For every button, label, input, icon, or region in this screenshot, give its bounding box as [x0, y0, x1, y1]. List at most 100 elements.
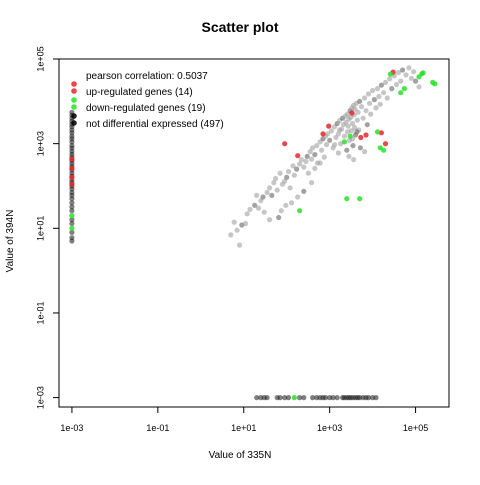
chart-title: Scatter plot — [201, 19, 279, 35]
point-not-de — [310, 395, 316, 401]
point-not-de — [362, 95, 368, 101]
point-not-de — [297, 161, 303, 167]
y-axis-label-text: Value of 394N — [4, 209, 16, 273]
point-not-de — [297, 395, 303, 401]
point-not-de — [335, 150, 341, 156]
point-not-de — [282, 178, 288, 184]
point-up-regulated — [378, 130, 384, 136]
legend-swatch — [71, 81, 77, 87]
point-not-de — [69, 220, 75, 227]
point-not-de — [294, 166, 300, 172]
point-not-de — [234, 227, 240, 233]
point-not-de — [349, 120, 356, 127]
point-not-de — [264, 395, 270, 401]
point-not-de — [382, 79, 389, 85]
point-not-de — [69, 217, 75, 223]
point-not-de — [231, 219, 237, 225]
point-not-de — [324, 142, 330, 148]
point-not-de — [381, 90, 387, 96]
point-not-de — [291, 172, 297, 178]
point-down-regulated — [69, 213, 75, 219]
point-down-regulated — [347, 133, 353, 139]
point-not-de — [400, 67, 406, 73]
point-not-de — [360, 115, 366, 121]
point-not-de — [305, 170, 311, 176]
point-not-de — [267, 185, 273, 191]
point-not-de — [276, 214, 282, 221]
x-tick-label: 1e+03 — [317, 423, 342, 433]
point-not-de — [273, 175, 279, 182]
point-not-de — [364, 122, 370, 128]
x-axis: 1e-03 1e-01 1e+01 1e+03 1e+05 — [60, 407, 428, 433]
point-not-de — [327, 137, 333, 143]
point-not-de — [242, 220, 249, 227]
point-not-de — [374, 86, 381, 92]
point-not-de — [321, 154, 327, 160]
point-not-de — [367, 100, 373, 106]
point-not-de — [408, 75, 414, 81]
point-not-de — [411, 69, 417, 75]
point-not-de — [413, 78, 419, 84]
point-up-regulated — [349, 110, 355, 116]
point-up-regulated — [363, 132, 369, 138]
point-not-de — [368, 111, 374, 117]
y-tick-label: 1e+01 — [35, 216, 45, 241]
point-up-regulated — [382, 141, 389, 147]
point-down-regulated — [398, 90, 404, 96]
x-tick-label: 1e+01 — [231, 423, 256, 433]
point-not-de — [325, 131, 331, 137]
y-tick-label: 1e+03 — [35, 131, 45, 156]
point-not-de — [274, 187, 280, 193]
point-not-de — [271, 180, 277, 186]
point-up-regulated — [320, 131, 326, 137]
point-not-de — [283, 202, 289, 208]
point-not-de — [301, 188, 307, 194]
point-not-de — [328, 128, 334, 134]
x-tick-label: 1e-01 — [146, 423, 169, 433]
point-not-de — [357, 145, 363, 151]
point-not-de — [69, 208, 75, 214]
point-not-de — [378, 82, 384, 88]
point-not-de — [377, 101, 383, 107]
point-not-de — [287, 185, 293, 191]
point-not-de — [389, 86, 395, 92]
point-not-de — [301, 395, 307, 401]
point-not-de — [319, 147, 325, 153]
point-not-de — [346, 153, 352, 159]
legend-correlation: pearson correlation: 0.5037 — [86, 71, 208, 82]
point-not-de — [384, 95, 390, 101]
legend-entry-label: up-regulated genes (14) — [86, 87, 193, 98]
point-not-de — [254, 395, 260, 401]
x-tick-label: 1e+05 — [403, 423, 428, 433]
point-not-de — [373, 105, 379, 111]
point-up-regulated — [69, 156, 75, 162]
point-not-de — [355, 109, 361, 115]
point-not-de — [307, 149, 313, 155]
point-not-de — [290, 163, 296, 169]
point-not-de — [69, 204, 75, 210]
point-up-regulated — [69, 174, 75, 180]
point-not-de — [376, 93, 382, 100]
point-not-de — [264, 189, 270, 196]
point-not-de — [352, 125, 358, 131]
plot-frame — [58, 58, 450, 408]
point-not-de — [255, 205, 262, 211]
point-not-de — [334, 395, 340, 401]
y-axis: 1e-03 1e-01 1e+01 1e+03 1e+05 — [35, 46, 59, 409]
legend-entry-label: not differential expressed (497) — [86, 119, 224, 130]
point-not-de — [393, 81, 400, 88]
point-not-de — [337, 127, 343, 133]
point-not-de — [254, 192, 260, 198]
point-not-de — [252, 202, 258, 208]
point-not-de — [312, 165, 318, 171]
x-tick-label: 1e-03 — [60, 423, 83, 433]
legend-swatch — [71, 120, 77, 126]
point-not-de — [344, 129, 351, 135]
point-not-de — [403, 72, 409, 78]
point-not-de — [260, 194, 266, 200]
point-not-de — [398, 78, 404, 84]
point-not-de — [282, 395, 288, 401]
point-not-de — [298, 157, 304, 163]
